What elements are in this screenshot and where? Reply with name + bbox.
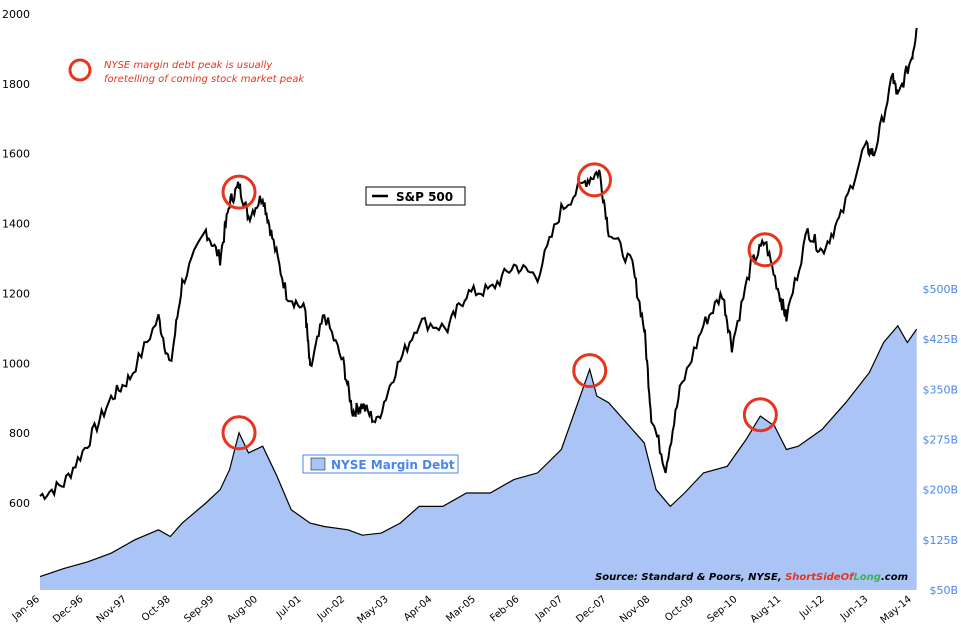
annotation: NYSE margin debt peak is usually foretel… — [68, 58, 305, 85]
y-right-tick-label: $350B — [922, 383, 958, 396]
x-tick-label: Nov-08 — [618, 594, 652, 625]
x-tick-label: Jan-96 — [10, 594, 42, 623]
x-tick-label: Jul-01 — [274, 594, 304, 621]
peak-circle-icon — [221, 415, 257, 451]
peak-circle-icon — [576, 162, 612, 198]
annotation-line-2: foretelling of coming stock market peak — [104, 74, 305, 85]
x-tick-label: Jun-02 — [315, 594, 347, 624]
y-left-tick-label: 1000 — [2, 357, 30, 370]
x-tick-label: Aug-11 — [749, 594, 784, 625]
peak-circle-icon — [747, 232, 783, 268]
y-left-tick-label: 800 — [9, 427, 30, 440]
peak-circle-icon — [742, 397, 778, 433]
x-tick-label: Apr-04 — [402, 594, 434, 624]
x-tick-label: Jan-07 — [533, 594, 565, 623]
y-left-tick-label: 1800 — [2, 78, 30, 91]
x-tick-label: Oct-98 — [140, 594, 173, 624]
y-left-tick-label: 600 — [9, 497, 30, 510]
y-right-tick-label: $425B — [922, 333, 958, 346]
x-tick-label: Feb-06 — [488, 594, 521, 624]
x-tick-label: Mar-05 — [444, 594, 478, 625]
sp500-line — [39, 27, 918, 501]
y-right-tick-label: $500B — [922, 283, 958, 296]
legend-sp500-label: S&P 500 — [396, 190, 453, 204]
x-tick-label: Aug-00 — [225, 594, 260, 625]
annotation-line-1: NYSE margin debt peak is usually — [104, 60, 273, 71]
x-tick-label: Sep-99 — [182, 594, 216, 625]
margin-debt-line — [39, 324, 918, 578]
peak-circles — [221, 162, 783, 451]
legend-margin-label: NYSE Margin Debt — [331, 458, 455, 472]
x-tick-label: Dec-07 — [574, 594, 608, 625]
y-right-tick-label: $50B — [929, 584, 958, 597]
peak-circle-icon — [572, 353, 608, 389]
x-tick-label: Oct-09 — [663, 594, 696, 624]
y-left-tick-label: 1600 — [2, 148, 30, 161]
x-tick-label: Jul-12 — [797, 594, 827, 621]
y-right-tick-label: $125B — [922, 534, 958, 547]
annotation-circle-icon — [68, 58, 92, 82]
y-left-tick-label: 1400 — [2, 218, 30, 231]
y-left-tick-label: 2000 — [2, 8, 30, 21]
margin-debt-area — [40, 325, 917, 590]
legend-margin-debt: NYSE Margin Debt — [302, 454, 459, 474]
x-tick-label: May-14 — [879, 594, 914, 626]
source-text: Source: Standard & Poors, NYSE, ShortSid… — [595, 572, 908, 583]
legend-sp500: S&P 500 — [365, 186, 466, 206]
x-tick-label: Jun-13 — [838, 594, 870, 624]
x-tick-label: Dec-96 — [51, 594, 85, 625]
x-tick-label: May-03 — [355, 594, 390, 626]
y-left-tick-label: 1200 — [2, 287, 30, 300]
x-tick-label: Nov-97 — [95, 594, 129, 625]
x-tick-label: Sep-10 — [706, 594, 740, 625]
peak-circle-icon — [221, 174, 257, 210]
y-right-tick-label: $200B — [922, 484, 958, 497]
y-right-tick-label: $275B — [922, 434, 958, 447]
